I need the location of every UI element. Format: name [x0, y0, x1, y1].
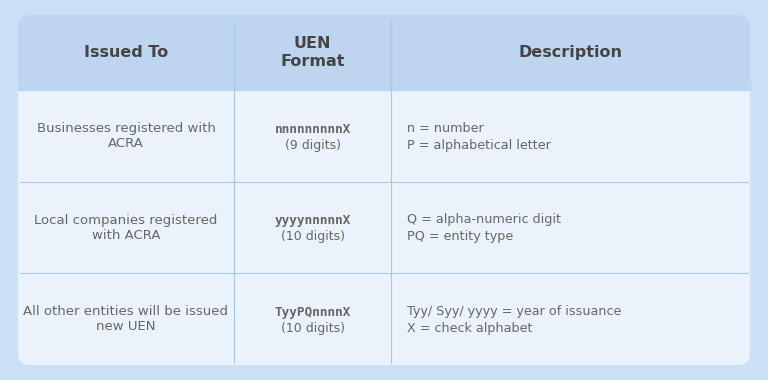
- Text: All other entities will be issued
new UEN: All other entities will be issued new UE…: [24, 305, 228, 333]
- Text: yyyynnnnnX: yyyynnnnnX: [274, 214, 351, 227]
- FancyBboxPatch shape: [18, 15, 750, 90]
- Text: TyyPQnnnnX: TyyPQnnnnX: [274, 306, 351, 319]
- Text: Tyy/ Syy/ yyyy = year of issuance: Tyy/ Syy/ yyyy = year of issuance: [407, 305, 621, 318]
- Text: P = alphabetical letter: P = alphabetical letter: [407, 139, 551, 152]
- Text: nnnnnnnnnX: nnnnnnnnnX: [274, 122, 351, 136]
- Text: Businesses registered with
ACRA: Businesses registered with ACRA: [37, 122, 215, 150]
- Text: (9 digits): (9 digits): [285, 139, 341, 152]
- Text: Local companies registered
with ACRA: Local companies registered with ACRA: [35, 214, 217, 242]
- FancyBboxPatch shape: [18, 15, 750, 365]
- Text: PQ = entity type: PQ = entity type: [407, 230, 514, 243]
- Text: UEN
Format: UEN Format: [280, 36, 345, 69]
- Text: Q = alpha-numeric digit: Q = alpha-numeric digit: [407, 213, 561, 226]
- Text: X = check alphabet: X = check alphabet: [407, 322, 533, 335]
- Text: Issued To: Issued To: [84, 45, 168, 60]
- Text: (10 digits): (10 digits): [280, 230, 345, 243]
- Bar: [18, 78, 750, 90]
- Text: (10 digits): (10 digits): [280, 322, 345, 335]
- Text: n = number: n = number: [407, 122, 484, 135]
- Text: Description: Description: [518, 45, 623, 60]
